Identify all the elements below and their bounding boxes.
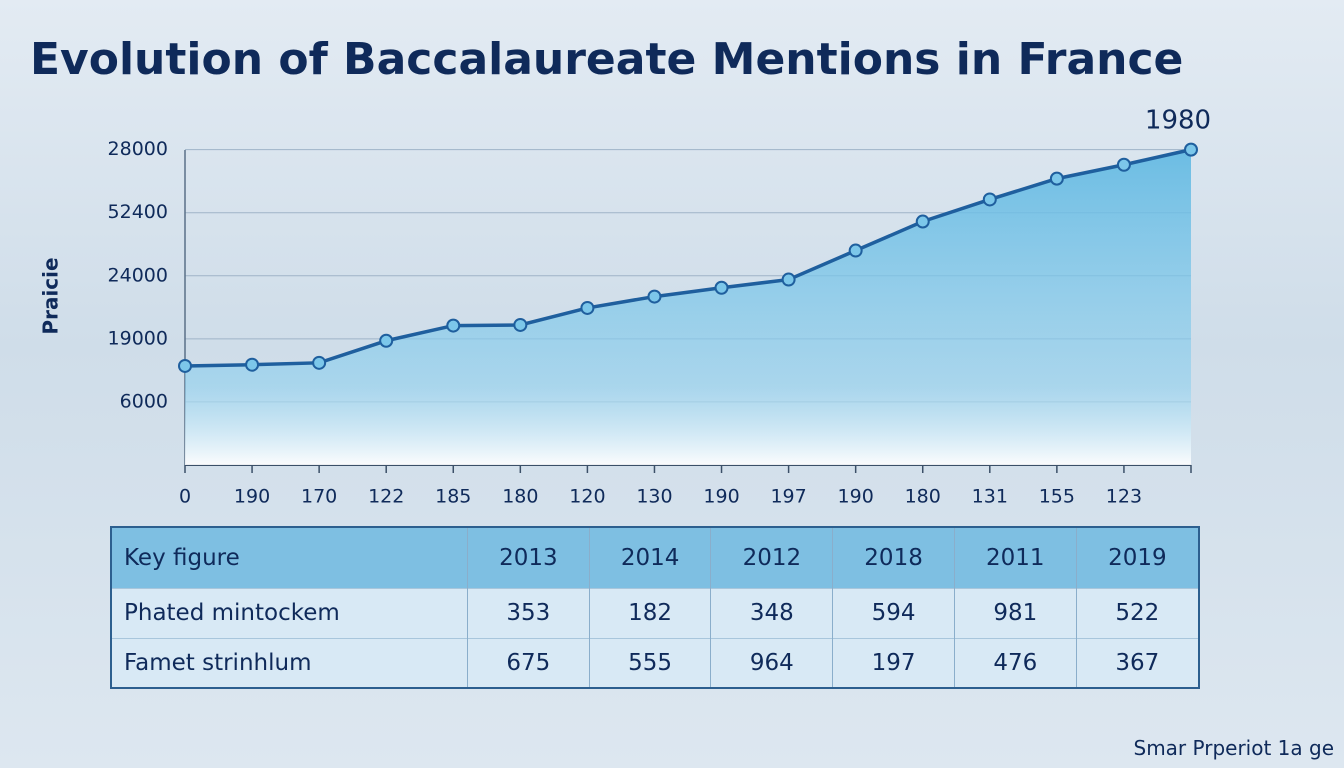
point: [178, 358, 192, 373]
table-cell: Phated mintockem: [111, 588, 468, 638]
table-cell: 348: [710, 588, 834, 638]
point: [245, 357, 260, 372]
header-row: Key figure 2013 2014 2012 2018 2011 2019: [111, 527, 1200, 588]
table-cell: 182: [589, 588, 712, 638]
header-cell: 2014: [589, 527, 712, 588]
chart-title: Evolution of Baccalaureate Mentions in F…: [30, 34, 1183, 85]
table-cell: 981: [954, 588, 1077, 638]
point: [915, 214, 930, 229]
table-cell: 476: [954, 638, 1077, 688]
key-figures-table: Key figure 2013 2014 2012 2018 2011 2019 Phated…: [110, 526, 1200, 689]
chart: Evolution of Baccalaureate Mentions in F…: [30, 34, 1211, 508]
header-cell: 2019: [1076, 527, 1200, 588]
y-tick-label: 24000: [108, 264, 168, 286]
point: [1049, 171, 1064, 186]
x-tick-label: 190: [234, 486, 270, 508]
footer: Smar Prperiot 1a ge: [1133, 736, 1335, 760]
table-row: Famet strinhlum 675 555 964 197 476 367: [111, 638, 1200, 688]
point: [580, 300, 595, 315]
table-cell: 594: [832, 588, 955, 638]
table-cell: 675: [467, 638, 590, 688]
y-tick-label: 19000: [108, 327, 168, 349]
header-cell: 2012: [710, 527, 834, 588]
y-tick-label: 28000: [108, 138, 168, 160]
point: [1116, 157, 1131, 172]
table-row: Phated mintockem 353 182 348 594 981 522: [111, 588, 1200, 638]
table-cell: 555: [589, 638, 712, 688]
point: [1184, 142, 1198, 157]
header-cell: 2013: [467, 527, 590, 588]
x-tick-label: 122: [368, 486, 404, 508]
x-tick-label: 131: [972, 486, 1008, 508]
x-tick-label: 180: [905, 486, 941, 508]
x-tick-label: 170: [301, 486, 337, 508]
x-tick-label: 120: [569, 486, 605, 508]
x-tick-label: 185: [435, 486, 471, 508]
annotation: 1980: [1145, 106, 1211, 136]
x-tick-label: 180: [502, 486, 538, 508]
table-cell: Famet strinhlum: [111, 638, 468, 688]
point: [379, 333, 394, 348]
x-tick-label: 197: [770, 486, 806, 508]
x-tick-label: 155: [1039, 486, 1075, 508]
y-tick-label: 6000: [120, 390, 168, 412]
table-cell: 522: [1076, 588, 1200, 638]
point: [312, 355, 327, 370]
x-tick-label: 123: [1106, 486, 1142, 508]
point: [781, 272, 796, 287]
y-axis-label: Praicie: [39, 257, 63, 334]
table-cell: 353: [467, 588, 590, 638]
point: [647, 289, 662, 304]
header-cell: Key figure: [111, 527, 468, 588]
x-tick-label: 130: [636, 486, 672, 508]
point: [513, 317, 528, 332]
x-tick-label: 190: [703, 486, 739, 508]
y-tick-label: 52400: [108, 201, 168, 223]
point: [848, 243, 863, 258]
point: [714, 280, 729, 295]
header-cell: 2018: [832, 527, 955, 588]
x-tick-label: 0: [179, 486, 191, 508]
table-cell: 367: [1076, 638, 1200, 688]
table-cell: 964: [710, 638, 834, 688]
point: [982, 192, 997, 207]
point: [446, 318, 461, 333]
header-cell: 2011: [954, 527, 1077, 588]
area: [185, 149, 1191, 465]
line: [184, 147, 1192, 368]
x-tick-label: 190: [838, 486, 874, 508]
table-cell: 197: [832, 638, 955, 688]
